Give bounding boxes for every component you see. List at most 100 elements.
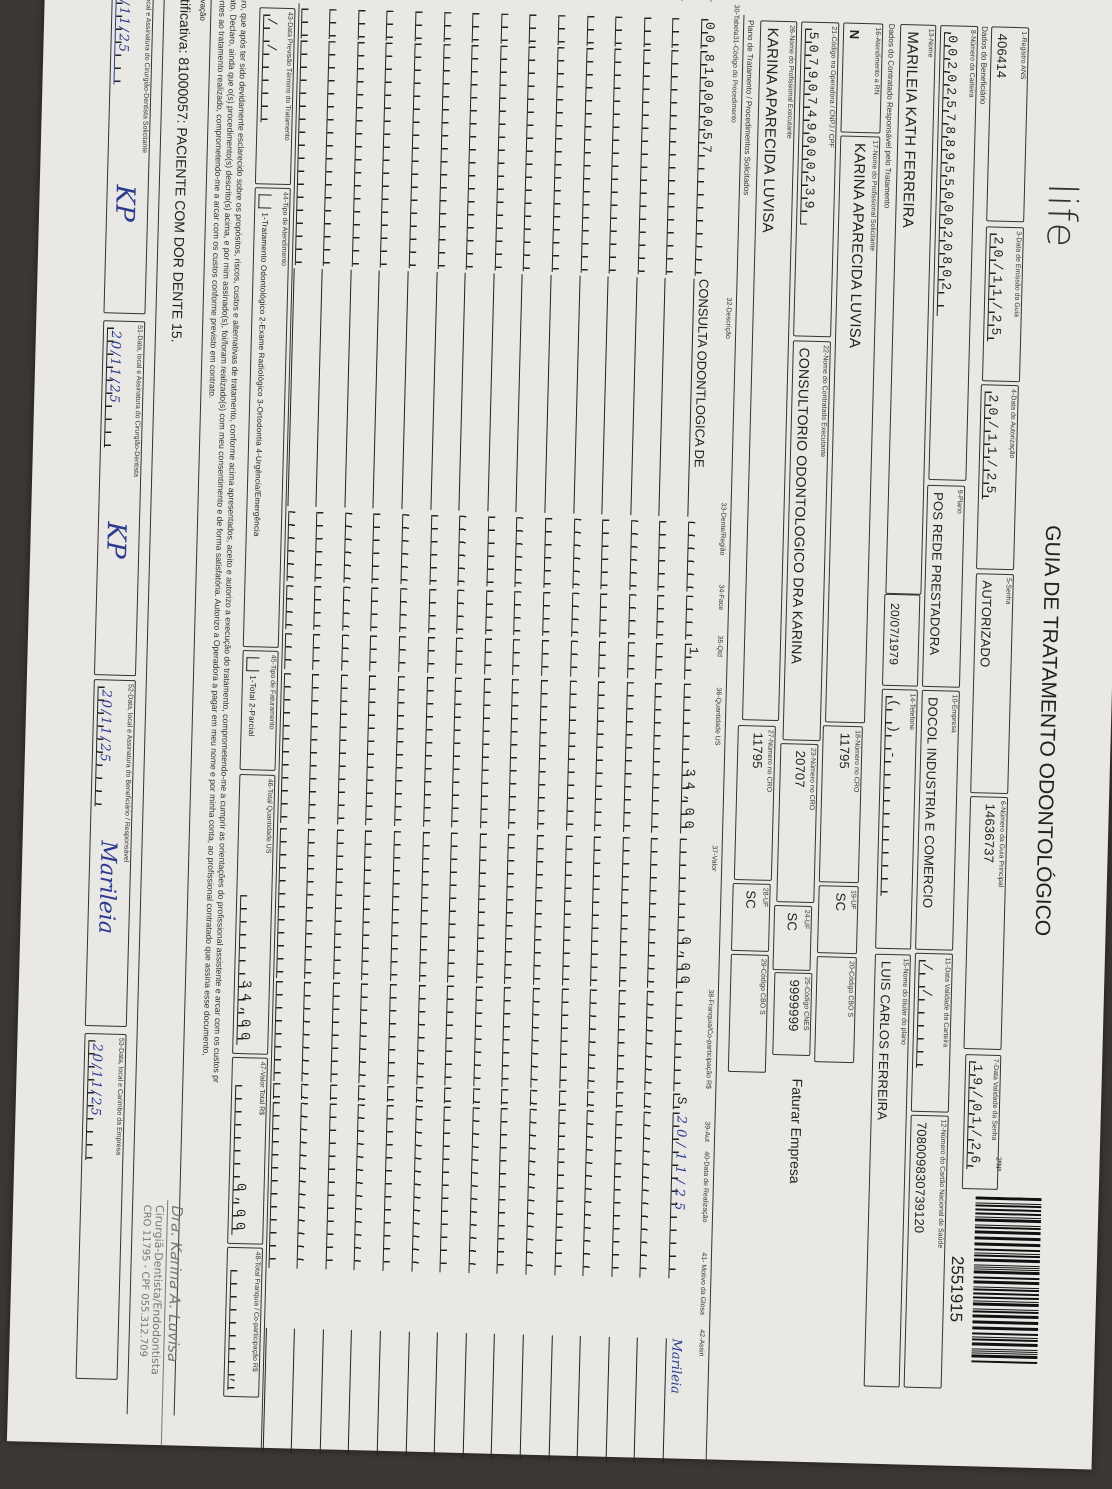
cell-valor[interactable]	[647, 837, 667, 989]
cell-franquia[interactable]	[587, 989, 606, 1090]
cell-descricao[interactable]	[430, 271, 455, 511]
cell-data[interactable]	[353, 1104, 374, 1271]
cell-qtd-us[interactable]	[279, 673, 299, 824]
cell-descricao[interactable]	[487, 273, 512, 512]
cell-valor[interactable]	[475, 833, 495, 984]
cell-franquia[interactable]	[444, 985, 463, 1086]
cell-descricao[interactable]	[601, 276, 626, 515]
cell-data[interactable]	[611, 1110, 631, 1278]
cell-valor[interactable]	[390, 831, 409, 982]
cell-valor[interactable]	[447, 832, 467, 983]
cell-data[interactable]	[325, 1103, 345, 1270]
cell-aut[interactable]	[358, 1085, 374, 1102]
tipo-atendimento-checkbox[interactable]	[258, 194, 272, 209]
cell-assinatura[interactable]	[462, 1333, 484, 1459]
cell-face[interactable]	[484, 590, 502, 635]
cell-dente[interactable]	[514, 517, 532, 588]
cell-qtd-us[interactable]	[422, 676, 442, 828]
cell-dente[interactable]	[543, 517, 561, 589]
cell-qtd-us[interactable]	[308, 673, 328, 825]
cell-descricao[interactable]	[658, 277, 683, 517]
cell-dente[interactable]	[371, 513, 389, 584]
cell-franquia[interactable]	[387, 983, 405, 1085]
cell-franquia[interactable]	[358, 983, 377, 1084]
cell-codigo[interactable]	[494, 45, 516, 271]
cell-face[interactable]	[370, 587, 387, 632]
cell-codigo[interactable]	[580, 47, 602, 274]
cell-valor[interactable]: 0,00	[675, 838, 695, 989]
cell-assinatura[interactable]	[548, 1335, 570, 1461]
cell-qtd[interactable]	[312, 633, 329, 671]
cell-qtd[interactable]	[655, 642, 672, 680]
cell-tabela[interactable]	[300, 8, 317, 39]
cell-assinatura[interactable]	[633, 1337, 656, 1463]
cell-data[interactable]	[639, 1111, 660, 1278]
cell-franquia[interactable]	[501, 986, 520, 1088]
cell-face[interactable]	[456, 589, 473, 634]
cell-assinatura[interactable]	[491, 1333, 513, 1460]
cell-codigo[interactable]	[437, 44, 459, 270]
cell-franquia[interactable]	[558, 988, 577, 1089]
cell-descricao[interactable]	[630, 277, 655, 516]
cell-aut[interactable]	[587, 1091, 603, 1108]
cell-data[interactable]	[296, 1102, 317, 1270]
cell-assinatura[interactable]	[376, 1330, 398, 1457]
cell-franquia[interactable]	[673, 991, 691, 1092]
cell-data[interactable]: 20/11/25	[668, 1112, 689, 1279]
cell-codigo[interactable]	[380, 42, 402, 268]
cell-assinatura[interactable]	[290, 1328, 313, 1455]
cell-dente[interactable]	[486, 516, 504, 587]
cell-aut[interactable]	[529, 1089, 546, 1107]
cell-assinatura[interactable]	[405, 1331, 427, 1457]
cell-dente[interactable]	[629, 520, 647, 591]
cell-codigo[interactable]	[608, 48, 630, 274]
cell-qtd-us[interactable]	[622, 682, 642, 833]
cell-face[interactable]	[627, 594, 645, 639]
cell-assinatura[interactable]	[319, 1329, 341, 1455]
cell-aut[interactable]	[444, 1087, 460, 1104]
cell-qtd[interactable]: 1	[684, 643, 701, 680]
cell-dente[interactable]	[400, 514, 418, 585]
cell-descricao[interactable]	[344, 269, 369, 509]
cell-franquia[interactable]	[330, 982, 348, 1083]
cell-qtd-us[interactable]	[336, 674, 356, 825]
cell-qtd-us[interactable]	[451, 677, 471, 828]
cell-qtd[interactable]	[426, 636, 443, 674]
cell-tabela[interactable]	[471, 12, 488, 44]
cell-qtd[interactable]	[455, 637, 472, 674]
cell-descricao[interactable]: CONSULTA ODONTLOGICA DE	[687, 278, 712, 518]
cell-qtd[interactable]	[598, 641, 615, 678]
cell-tabela[interactable]	[671, 18, 688, 49]
cell-dente[interactable]	[572, 518, 589, 589]
cell-tabela[interactable]: 00	[700, 18, 717, 50]
cell-qtd[interactable]	[512, 639, 529, 676]
cell-aut[interactable]	[301, 1083, 317, 1101]
cell-qtd[interactable]	[541, 639, 558, 677]
cell-tabela[interactable]	[443, 12, 460, 43]
cell-data[interactable]	[439, 1106, 460, 1273]
cell-dente[interactable]	[343, 512, 361, 583]
cell-dente[interactable]	[314, 511, 332, 583]
cell-aut[interactable]	[501, 1088, 517, 1106]
cell-aut[interactable]	[644, 1092, 660, 1110]
cell-qtd[interactable]	[369, 635, 386, 672]
cell-data[interactable]	[382, 1104, 402, 1272]
cell-face[interactable]	[342, 586, 359, 631]
cell-franquia[interactable]	[473, 986, 491, 1087]
cell-tabela[interactable]	[586, 15, 603, 47]
cell-tabela[interactable]	[500, 13, 517, 44]
cell-tabela[interactable]	[643, 17, 660, 48]
cell-valor[interactable]	[361, 830, 381, 981]
cell-assinatura[interactable]	[605, 1336, 627, 1463]
cell-valor[interactable]	[618, 837, 638, 988]
cell-aut[interactable]: S	[672, 1093, 689, 1110]
cell-face[interactable]	[427, 588, 444, 634]
cell-dente[interactable]	[429, 514, 446, 586]
cell-qtd-us[interactable]	[537, 679, 556, 831]
cell-valor[interactable]	[275, 828, 295, 979]
cell-franquia[interactable]	[301, 981, 320, 1083]
cell-assinatura[interactable]	[519, 1334, 541, 1460]
cell-data[interactable]	[525, 1108, 545, 1276]
cell-dente[interactable]	[286, 511, 303, 582]
cell-valor[interactable]	[332, 829, 352, 980]
